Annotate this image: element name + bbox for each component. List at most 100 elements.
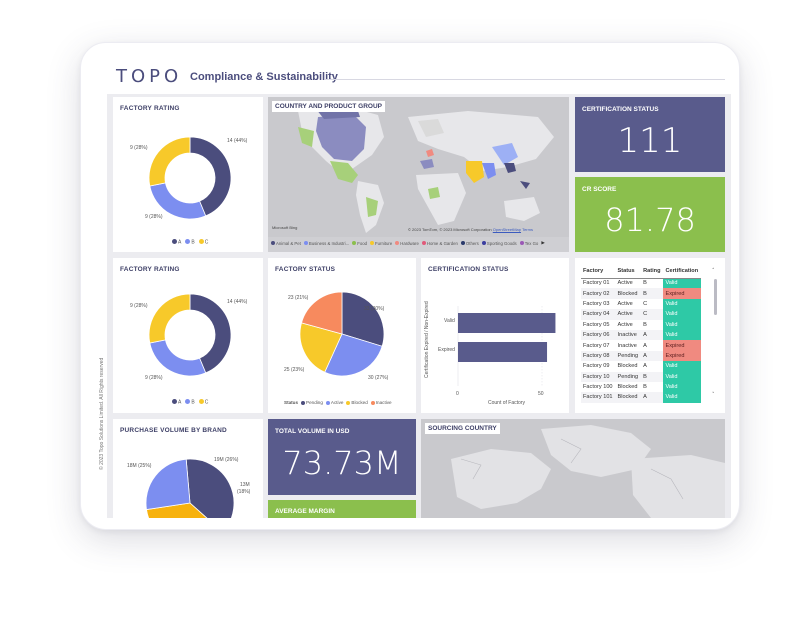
table-row[interactable]: Factory 05 Active B Valid	[581, 319, 702, 330]
cell-certification: Expired	[663, 350, 702, 362]
slice-label-c: 9 (28%)	[130, 303, 148, 309]
scroll-down-icon[interactable]: ˅	[712, 392, 715, 398]
legend-item[interactable]: Hardware	[395, 241, 419, 246]
slice-brand-1[interactable]	[185, 458, 235, 518]
cr-score-kpi[interactable]: CR SCORE 81.78	[575, 177, 725, 252]
slice-label-1: 19M (26%)	[214, 457, 239, 463]
table-row[interactable]: Factory 10 Pending B Valid	[581, 371, 702, 382]
slice-c[interactable]	[148, 293, 191, 344]
cell-status: Active	[615, 309, 642, 320]
slice-a[interactable]	[189, 293, 232, 374]
cell-certification: Valid	[663, 392, 702, 403]
table-row[interactable]: Factory 01 Active B Valid	[581, 278, 702, 289]
slice-c[interactable]	[148, 136, 191, 187]
cell-rating: B	[641, 288, 664, 299]
legend-item[interactable]: Animal & Pet	[271, 241, 301, 246]
cell-status: Blocked	[617, 363, 638, 370]
table-row[interactable]: Factory 04 Active C Valid	[581, 309, 702, 320]
cell-status: Blocked	[615, 392, 642, 403]
slice-brand-3[interactable]	[145, 458, 191, 511]
sourcing-map[interactable]	[421, 419, 725, 518]
slice-label-pending: 33 (30%)	[364, 306, 385, 312]
legend-item[interactable]: Sporting Goods	[481, 241, 517, 246]
cell-status: Inactive	[615, 329, 642, 341]
cell-factory: Factory 100	[583, 384, 613, 391]
table-scrollbar[interactable]	[714, 279, 717, 315]
bar-valid[interactable]	[458, 313, 556, 333]
x-axis-title: Count of Factory	[488, 400, 525, 406]
column-header-certification[interactable]: Certification	[663, 266, 702, 279]
factory-rating-donut[interactable]	[113, 97, 263, 252]
total-volume-kpi[interactable]: TOTAL VOLUME IN USD 73.73M	[268, 419, 416, 495]
cell-factory: Factory 10	[581, 371, 616, 382]
factory-rating-card-2[interactable]: FACTORY RATING 14 (44%) 9 (28%) 9 (28%) …	[113, 258, 263, 413]
factory-status-pie[interactable]	[268, 258, 416, 413]
factory-rating-card[interactable]: FACTORY RATING 14 (44%) 9 (28%) 9 (28%) …	[113, 97, 263, 252]
slice-label-a: 14 (44%)	[227, 138, 248, 144]
cell-factory: Factory 05	[583, 321, 610, 328]
cell-certification: Valid	[663, 381, 702, 393]
table-row[interactable]: Factory 02 Blocked B Expired	[581, 288, 702, 299]
slice-active[interactable]	[324, 333, 383, 377]
legend-item[interactable]: Furniture	[370, 241, 392, 246]
terms-link[interactable]: Terms	[522, 227, 533, 232]
legend-title: Status	[284, 400, 299, 405]
kpi-title: CERTIFICATION STATUS	[582, 106, 659, 113]
slice-a[interactable]	[189, 136, 232, 217]
slice-label-active: 30 (27%)	[368, 375, 389, 381]
legend-item-c: C	[198, 399, 208, 406]
certification-status-kpi[interactable]: CERTIFICATION STATUS 111	[575, 97, 725, 172]
average-margin-kpi[interactable]: AVERAGE MARGIN	[268, 500, 416, 518]
card-title: FACTORY RATING	[120, 266, 180, 273]
factory-table[interactable]: Factory Status Rating Certification Fact…	[581, 266, 702, 403]
page-title: Compliance & Sustainability	[190, 71, 338, 83]
table-row[interactable]: Factory 08 Pending A Expired	[581, 350, 702, 362]
certification-bar-chart[interactable]	[421, 258, 569, 413]
column-header-rating[interactable]: Rating	[641, 266, 664, 279]
table-row[interactable]: Factory 03 Active C Valid	[581, 298, 702, 310]
table-row[interactable]: Factory 101 Blocked A Valid	[581, 392, 702, 403]
slice-brand-2[interactable]	[146, 502, 222, 518]
country-product-map-card[interactable]: COUNTRY AND PRODUCT GROUP Microsoft Bing…	[268, 97, 569, 252]
factory-table-card[interactable]: Factory Status Rating Certification Fact…	[575, 258, 725, 413]
legend-item[interactable]: Business & Industri...	[303, 241, 349, 246]
factory-rating-donut[interactable]	[113, 258, 263, 413]
cell-certification: Valid	[663, 361, 702, 372]
column-header-factory[interactable]: Factory	[581, 266, 616, 279]
factory-status-card[interactable]: FACTORY STATUS 33 (30%) 30 (27%) 25 (23%…	[268, 258, 416, 413]
slice-pending[interactable]	[341, 291, 385, 347]
table-row[interactable]: Factory 09 Blocked A Valid	[581, 361, 702, 372]
slice-blocked[interactable]	[299, 322, 343, 373]
bar-expired[interactable]	[458, 342, 548, 362]
slice-label-a: 14 (44%)	[227, 299, 248, 305]
table-row[interactable]: Factory 06 Inactive A Valid	[581, 329, 702, 341]
openstreetmap-link[interactable]: OpenStreetMap	[492, 227, 522, 232]
legend-item-inactive: Inactive	[370, 400, 392, 405]
scroll-up-icon[interactable]: ˄	[712, 268, 715, 274]
legend-item[interactable]: Tex Go	[519, 241, 538, 246]
purchase-volume-card[interactable]: PURCHASE VOLUME BY BRAND 19M (26%) 18M (…	[113, 419, 263, 518]
sourcing-country-map-card[interactable]: SOURCING COUNTRY	[421, 419, 725, 518]
legend-next-icon[interactable]: ▶	[541, 240, 545, 245]
map-attribution: © 2023 TomTom, © 2023 Microsoft Corporat…	[408, 227, 533, 232]
cell-factory: Factory 02	[581, 288, 616, 299]
legend-item[interactable]: Others	[460, 241, 479, 246]
table-row[interactable]: Factory 07 Inactive A Expired	[581, 340, 702, 351]
cell-rating: B	[643, 384, 647, 391]
slice-inactive[interactable]	[301, 291, 343, 335]
certification-bar-card[interactable]: CERTIFICATION STATUS Certification Expir…	[421, 258, 569, 413]
card-title: FACTORY RATING	[120, 105, 180, 112]
purchase-volume-pie[interactable]	[113, 419, 263, 518]
cell-certification: Valid	[663, 319, 702, 330]
legend-item[interactable]: Food	[352, 241, 367, 246]
x-tick-50: 50	[538, 391, 544, 397]
brand-logo: TOPO	[116, 66, 183, 87]
legend-item[interactable]: Home & Garden	[421, 241, 458, 246]
cell-status: Active	[617, 321, 633, 328]
cell-rating: A	[641, 392, 664, 403]
world-map[interactable]	[268, 97, 569, 237]
table-row[interactable]: Factory 100 Blocked B Valid	[581, 381, 702, 393]
slice-b[interactable]	[149, 339, 207, 377]
column-header-status[interactable]: Status	[615, 266, 642, 279]
slice-label-b: 9 (28%)	[145, 375, 163, 381]
